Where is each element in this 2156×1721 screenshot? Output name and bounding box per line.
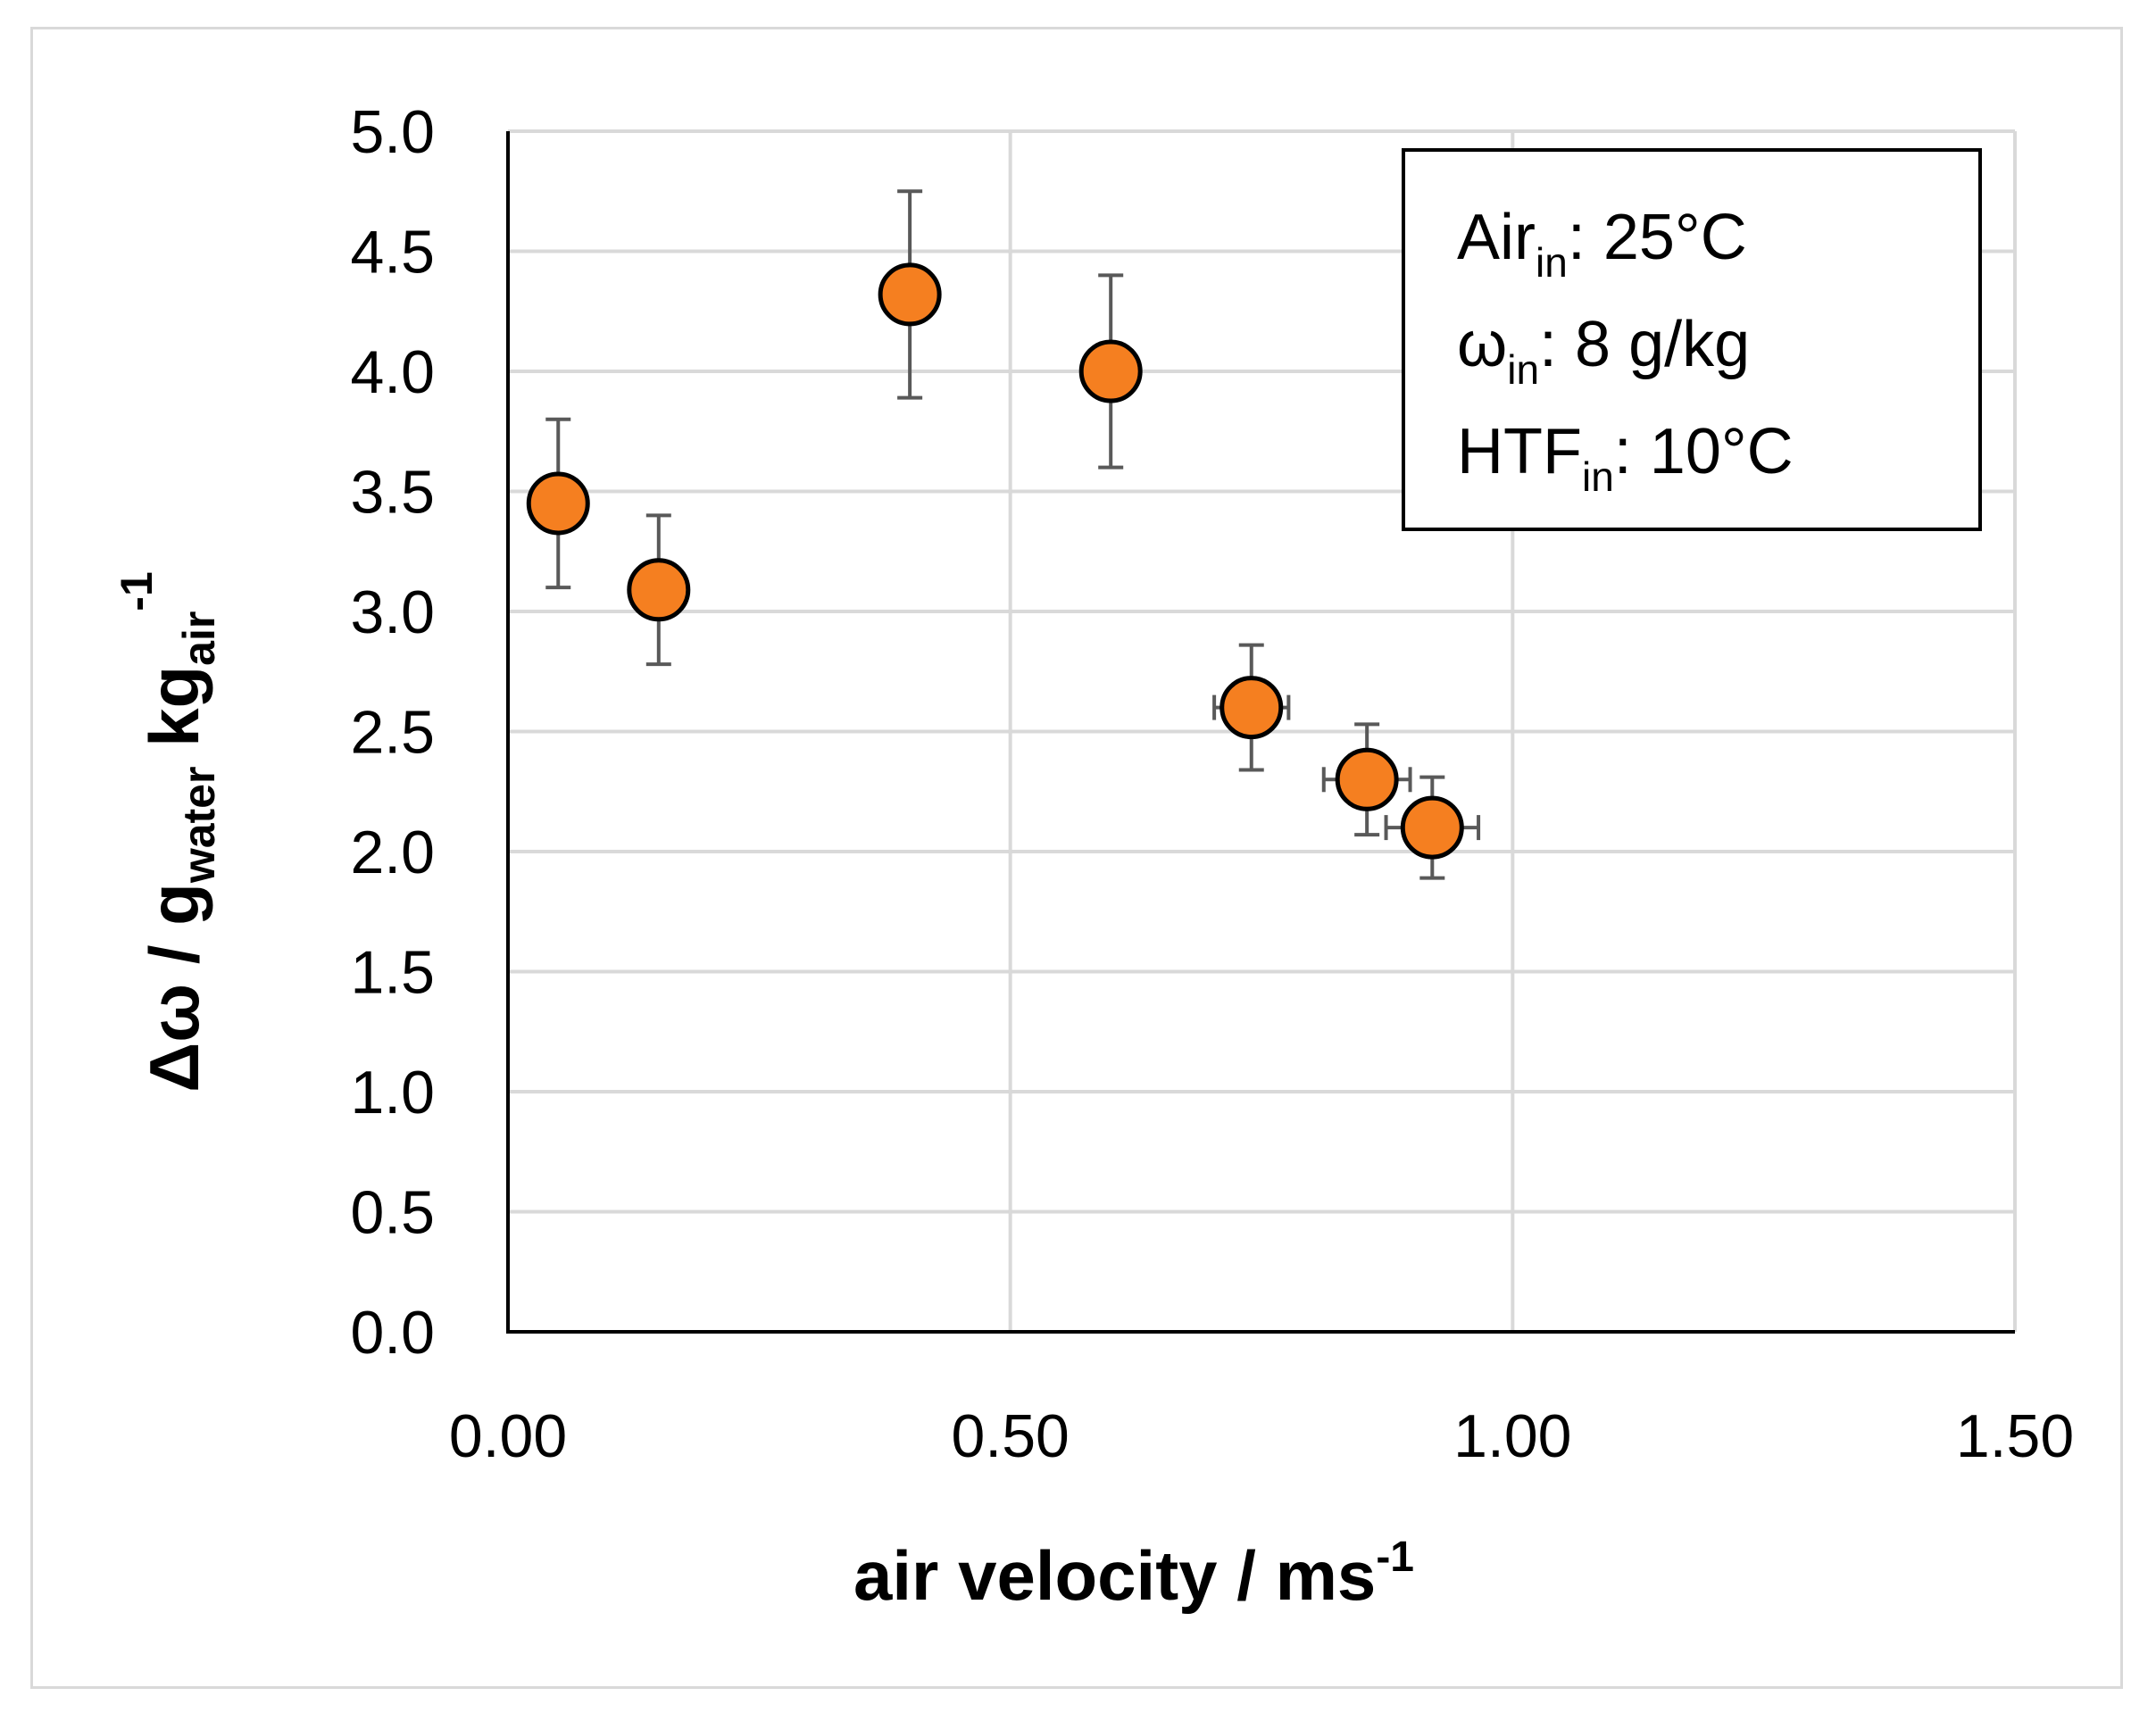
y-axis-title: Δω / gwater kgair -1 [112, 571, 224, 1093]
annotation-line-2-rest: : 8 g/kg [1539, 309, 1750, 380]
y-axis-title-sup: -1 [112, 571, 162, 611]
data-point [526, 471, 590, 536]
annotation-line-3-rest: : 10°C [1614, 416, 1794, 487]
annotation-line-3: HTFin: 10°C [1457, 416, 1794, 500]
data-points [526, 262, 1464, 860]
x-tick-label: 0.00 [449, 1402, 567, 1470]
x-tick-label: 0.50 [951, 1402, 1069, 1470]
y-tick-label: 3.0 [350, 578, 435, 646]
data-point [627, 558, 691, 622]
annotation-line-1-sub: in [1536, 239, 1568, 286]
data-point [1078, 339, 1143, 403]
y-axis-title-mid: kg [135, 666, 213, 767]
annotation-box: Airin: 25°C ωin: 8 g/kg HTFin: 10°C [1402, 148, 1982, 531]
y-tick-label: 4.5 [350, 219, 435, 287]
data-point [878, 262, 942, 327]
y-tick-label: 1.0 [350, 1059, 435, 1127]
y-tick-label: 2.5 [350, 699, 435, 767]
y-tick-label: 3.5 [350, 459, 435, 527]
y-tick-label: 2.0 [350, 819, 435, 886]
annotation-line-3-sub: in [1582, 453, 1614, 500]
y-tick-label: 5.0 [350, 98, 435, 166]
x-tick-label: 1.00 [1453, 1402, 1571, 1470]
chart-frame [30, 27, 2123, 1689]
annotation-line-1-rest: : 25°C [1568, 202, 1747, 273]
x-axis-title-sup: -1 [1376, 1534, 1414, 1581]
y-axis-title-prefix: Δω / g [135, 883, 213, 1093]
annotation-line-2-main: ω [1457, 309, 1507, 380]
annotation-border [1402, 148, 1982, 531]
x-axis-title-main: air velocity / ms [853, 1536, 1376, 1615]
axes [506, 131, 2015, 1334]
annotation-line-1-main: Air [1457, 202, 1536, 273]
data-point [1335, 747, 1399, 811]
y-tick-label: 1.5 [350, 939, 435, 1007]
data-point [1400, 795, 1464, 860]
annotation-line-3-main: HTF [1457, 416, 1582, 487]
tick-labels: 0.0 0.5 1.0 1.5 2.0 2.5 3.0 3.5 4.0 4.5 5.0 0.00 0.5… [350, 98, 2074, 1470]
y-tick-label: 0.5 [350, 1179, 435, 1247]
annotation-line-2-sub: in [1507, 346, 1539, 393]
data-point [1220, 676, 1284, 740]
y-tick-label: 4.0 [350, 338, 435, 406]
annotation-line-1: Airin: 25°C [1457, 202, 1747, 286]
y-axis-title-sub2: air [174, 611, 224, 666]
annotation-line-2: ωin: 8 g/kg [1457, 309, 1750, 393]
y-tick-label: 0.0 [350, 1299, 435, 1367]
y-axis-title-sub1: water [174, 767, 224, 885]
x-tick-label: 1.50 [1956, 1402, 2074, 1470]
x-axis-title: air velocity / ms-1 [853, 1534, 1414, 1615]
